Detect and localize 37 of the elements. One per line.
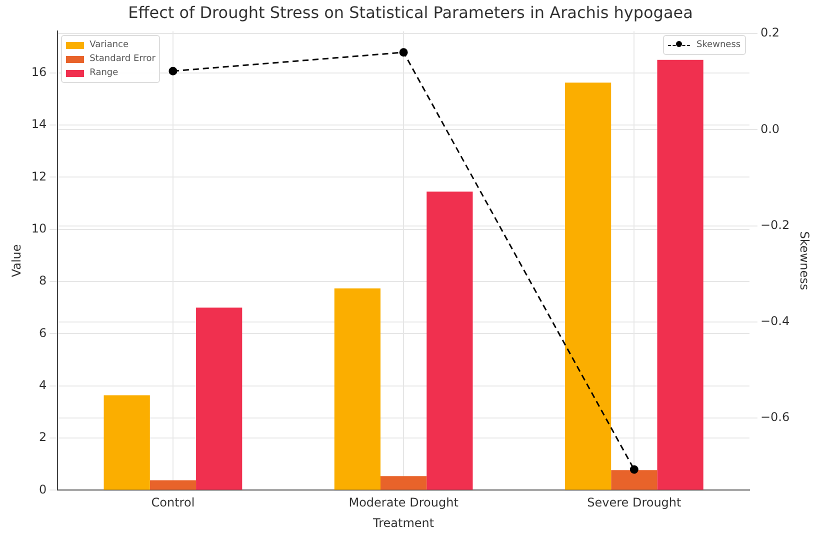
point [399, 48, 408, 57]
y-tick-label: 10 [31, 222, 47, 236]
bar [150, 480, 196, 490]
legend-label: Skewness [696, 40, 741, 50]
bar [380, 476, 427, 490]
x-axis-title: Treatment [372, 516, 434, 530]
y-tick-label: 14 [31, 117, 47, 132]
y-axis-title: Value [9, 244, 24, 278]
point [630, 465, 638, 474]
y-tick-label: 4 [39, 378, 47, 392]
x-tick-label: Moderate Drought [348, 496, 459, 510]
y2-tick-label: 0.2 [760, 26, 780, 40]
y2-tick-label: −0.2 [760, 218, 790, 232]
y-tick-label: 0 [39, 482, 47, 496]
y-tick-label: 8 [39, 274, 47, 288]
y-tick-label: 12 [31, 169, 47, 184]
legend-label: Standard Error [90, 54, 156, 64]
y-tick-label: 16 [31, 65, 47, 80]
y-tick-label: 2 [39, 430, 47, 444]
y2-tick-label: −0.4 [760, 314, 790, 328]
bar [196, 308, 242, 490]
x-tick-label: Severe Drought [587, 496, 682, 510]
y2-tick-label: −0.6 [760, 410, 790, 424]
bar [611, 470, 658, 490]
x-tick-label: Control [151, 496, 195, 510]
bar [104, 395, 150, 490]
point [168, 66, 178, 76]
y-tick-label: 6 [39, 326, 47, 340]
bar [564, 82, 612, 490]
bar [334, 288, 381, 490]
chart-title: Effect of Drought Stress on Statistical Parameters in Arachis hypogaea [128, 2, 693, 22]
y2-tick-label: 0.0 [760, 122, 780, 136]
legend-label: Variance [90, 40, 129, 50]
y2-axis-title: Skewness [798, 231, 812, 290]
legend-label: Range [90, 68, 118, 78]
bar [426, 192, 473, 490]
bar [657, 60, 704, 490]
